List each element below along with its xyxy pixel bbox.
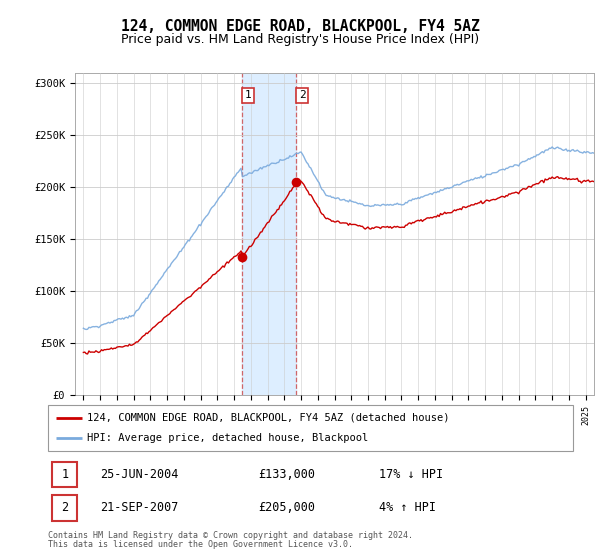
Text: 17% ↓ HPI: 17% ↓ HPI — [379, 468, 443, 481]
Text: £205,000: £205,000 — [258, 501, 315, 515]
Text: 25-JUN-2004: 25-JUN-2004 — [101, 468, 179, 481]
FancyBboxPatch shape — [52, 461, 77, 487]
Text: 1: 1 — [61, 468, 68, 481]
Text: 4% ↑ HPI: 4% ↑ HPI — [379, 501, 436, 515]
Text: 124, COMMON EDGE ROAD, BLACKPOOL, FY4 5AZ: 124, COMMON EDGE ROAD, BLACKPOOL, FY4 5A… — [121, 20, 479, 34]
Text: HPI: Average price, detached house, Blackpool: HPI: Average price, detached house, Blac… — [88, 433, 368, 443]
Text: 2: 2 — [299, 90, 305, 100]
Text: 1: 1 — [245, 90, 251, 100]
Text: 21-SEP-2007: 21-SEP-2007 — [101, 501, 179, 515]
Text: £133,000: £133,000 — [258, 468, 315, 481]
FancyBboxPatch shape — [52, 495, 77, 521]
Text: Price paid vs. HM Land Registry's House Price Index (HPI): Price paid vs. HM Land Registry's House … — [121, 32, 479, 46]
Bar — [242, 73, 296, 395]
Text: Contains HM Land Registry data © Crown copyright and database right 2024.: Contains HM Land Registry data © Crown c… — [48, 531, 413, 540]
Text: 124, COMMON EDGE ROAD, BLACKPOOL, FY4 5AZ (detached house): 124, COMMON EDGE ROAD, BLACKPOOL, FY4 5A… — [88, 413, 450, 423]
Text: This data is licensed under the Open Government Licence v3.0.: This data is licensed under the Open Gov… — [48, 540, 353, 549]
Text: 2: 2 — [61, 501, 68, 515]
